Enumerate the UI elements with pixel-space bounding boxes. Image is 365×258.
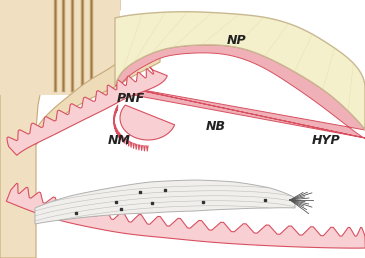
Text: NB: NB <box>206 120 226 133</box>
Text: PNF: PNF <box>117 92 145 104</box>
Polygon shape <box>115 45 365 138</box>
Polygon shape <box>115 12 365 130</box>
Polygon shape <box>6 183 365 248</box>
Polygon shape <box>36 35 160 145</box>
Polygon shape <box>35 180 295 224</box>
Text: NM: NM <box>108 134 131 147</box>
Text: NP: NP <box>226 34 246 46</box>
Text: HYP: HYP <box>312 134 341 147</box>
Polygon shape <box>120 105 174 140</box>
Polygon shape <box>7 67 167 155</box>
Polygon shape <box>0 0 120 258</box>
Polygon shape <box>0 0 120 95</box>
